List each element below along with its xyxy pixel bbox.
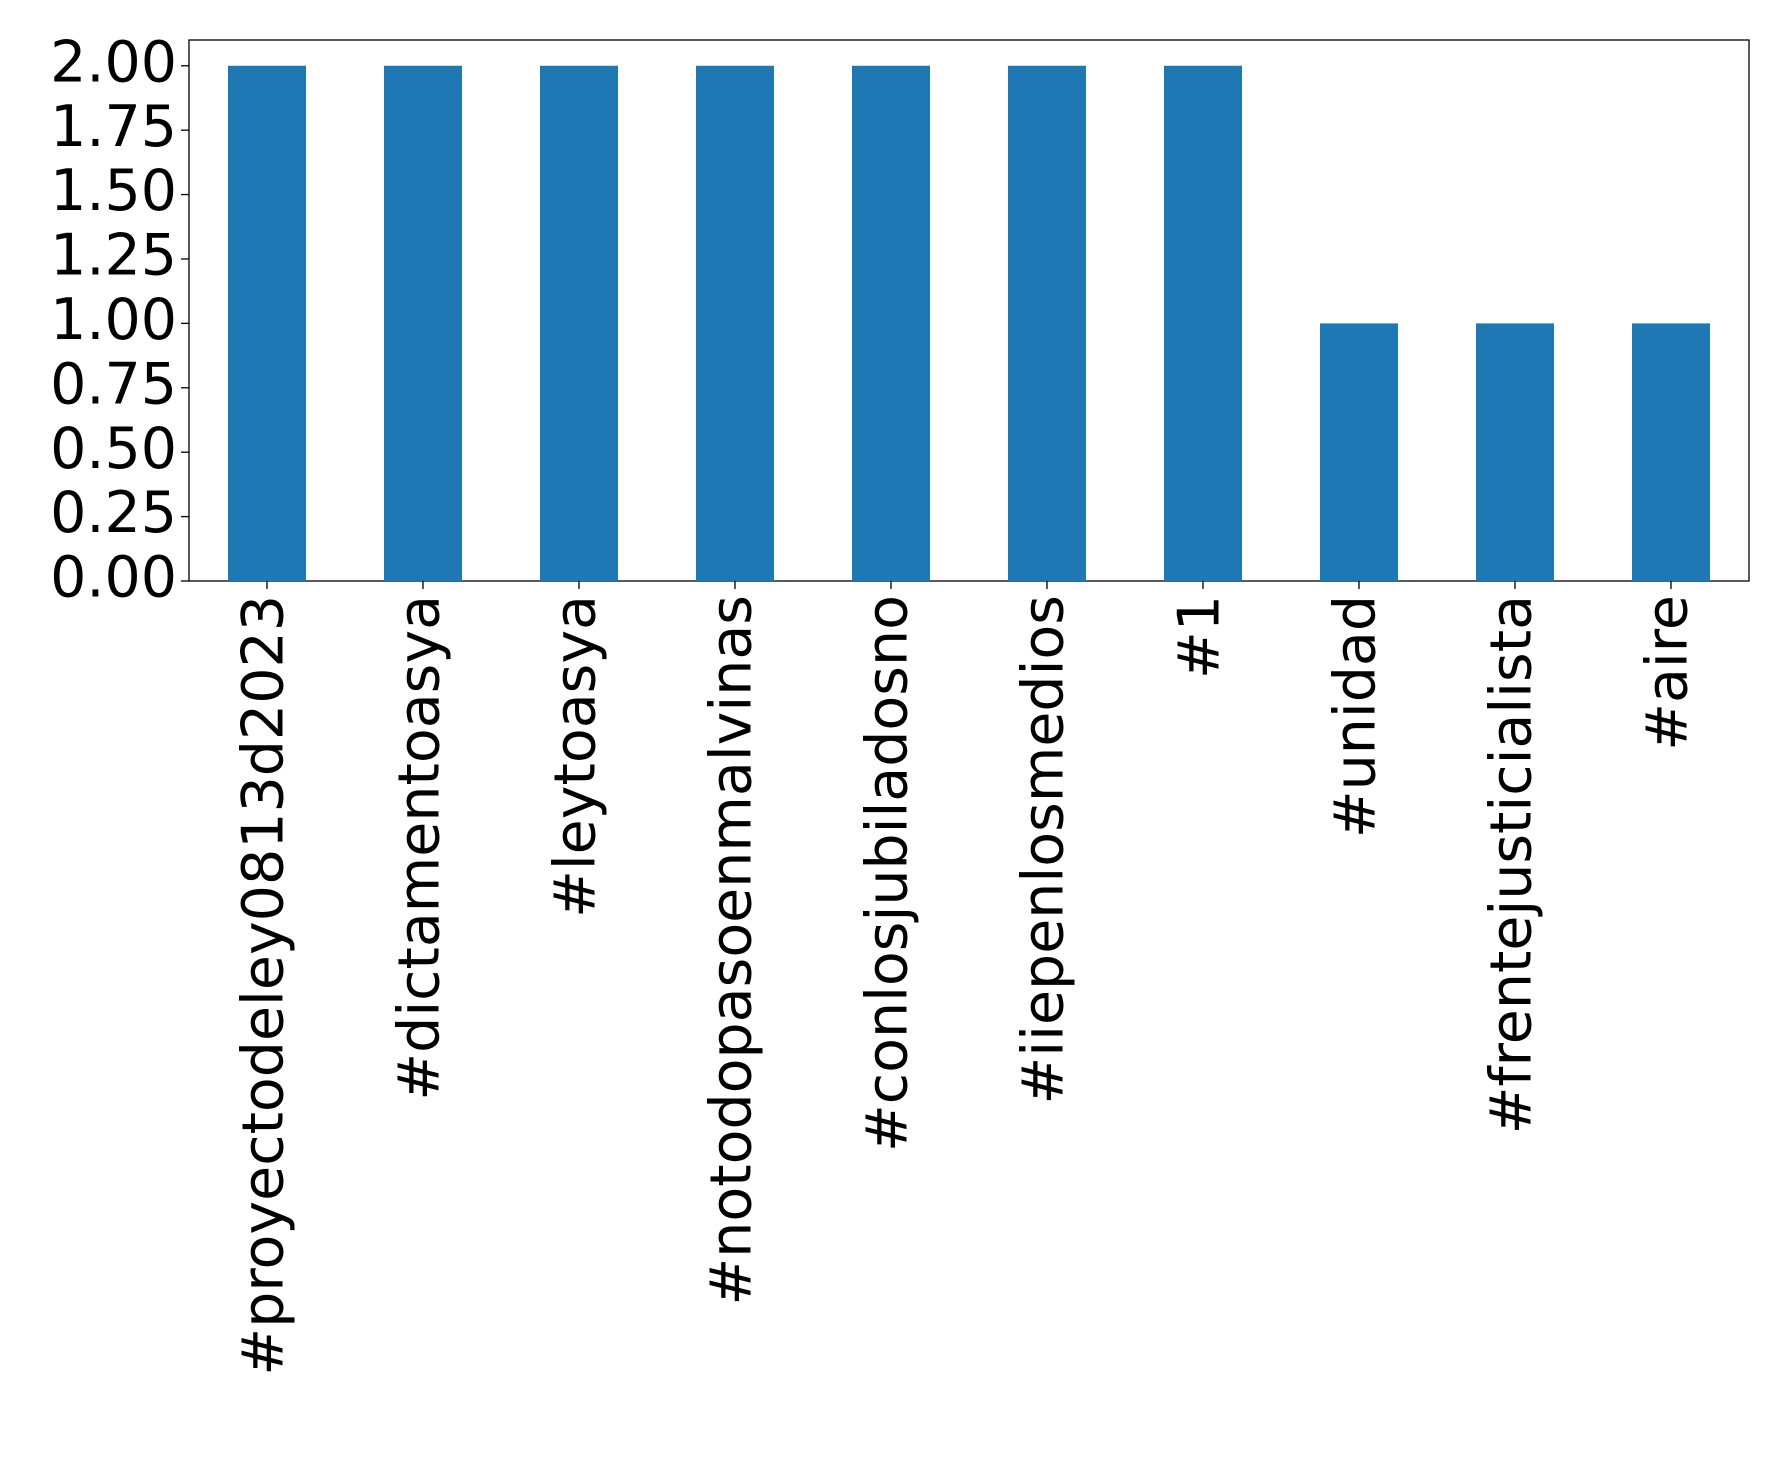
y-tick-label: 1.00 [50,287,177,353]
x-tick-label: #1 [1167,595,1233,679]
y-tick-label: 0.25 [50,480,177,546]
x-tick-label: #frentejusticialista [1479,595,1545,1134]
x-tick-label: #iiepenlosmedios [1011,595,1077,1104]
x-tick-label: #proyectodeley0813d2023 [231,595,297,1376]
y-tick-label: 1.25 [50,223,177,289]
y-tick-label: 0.00 [50,545,177,611]
x-tick-label: #aire [1635,595,1701,751]
bar [228,65,306,581]
bar [696,65,774,581]
bar [1632,323,1710,581]
y-tick-label: 0.50 [50,416,177,482]
bar [1164,65,1242,581]
bar [540,65,618,581]
y-tick-label: 1.75 [50,94,177,160]
bar [852,65,930,581]
x-tick-label: #unidad [1323,595,1389,838]
bar [1320,323,1398,581]
bar [1008,65,1086,581]
bar [1476,323,1554,581]
x-tick-label: #notodopasoenmalvinas [699,595,765,1306]
x-tick-label: #dictamentoasya [387,595,453,1101]
y-tick-label: 2.00 [50,29,177,95]
y-tick-label: 1.50 [50,158,177,224]
y-tick-label: 0.75 [50,351,177,417]
plot-frame [188,39,1750,582]
x-tick-label: #conlosjubiladosno [855,595,921,1152]
bar [384,65,462,581]
x-tick-label: #leytoasya [543,595,609,918]
